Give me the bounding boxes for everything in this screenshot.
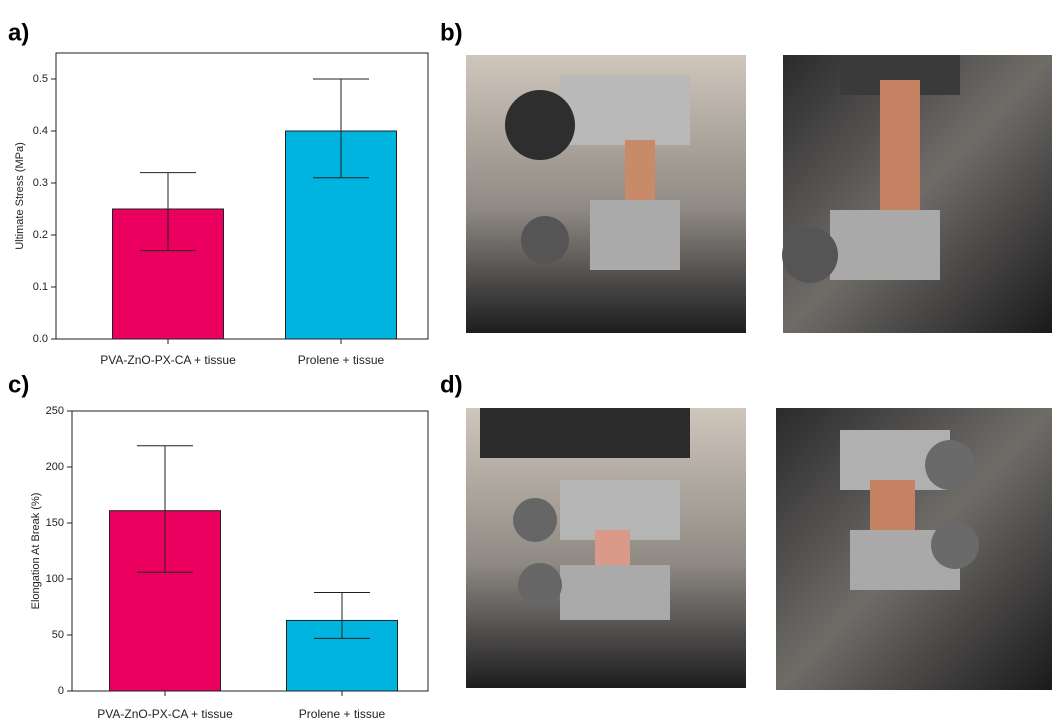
y-tick-label: 50: [52, 629, 64, 641]
y-tick-label: 250: [46, 405, 64, 417]
x-tick-label: Prolene + tissue: [299, 707, 386, 721]
y-tick-label: 200: [46, 461, 64, 473]
y-tick-label: 0.4: [33, 125, 48, 137]
photo: [466, 55, 746, 333]
y-tick-label: 0.3: [33, 177, 48, 189]
x-tick-label: PVA-ZnO-PX-CA + tissue: [97, 707, 233, 721]
panel-label: d): [440, 371, 463, 398]
y-tick-label: 0.2: [33, 229, 48, 241]
y-tick-label: 100: [46, 573, 64, 585]
y-tick-label: 0.0: [33, 333, 48, 345]
y-tick-label: 0.5: [33, 73, 48, 85]
x-tick-label: PVA-ZnO-PX-CA + tissue: [100, 353, 236, 367]
photo: [782, 55, 1052, 333]
photo: [466, 408, 746, 688]
figure: a) b) c) d) 0.0 0.1 0.2 0.3 0.4 0.5 Ultimate S…: [0, 0, 1052, 723]
y-axis-title: Ultimate Stress (MPa): [14, 142, 26, 250]
panel-label: a): [8, 19, 29, 46]
y-tick-label: 0.1: [33, 281, 48, 293]
panel-label: c): [8, 371, 29, 398]
y-axis-title: Elongation At Break (%): [30, 493, 42, 610]
y-tick-label: 0: [58, 685, 64, 697]
panel-label: b): [440, 19, 463, 46]
y-tick-label: 150: [46, 517, 64, 529]
photo: [776, 408, 1052, 690]
x-tick-label: Prolene + tissue: [298, 353, 385, 367]
